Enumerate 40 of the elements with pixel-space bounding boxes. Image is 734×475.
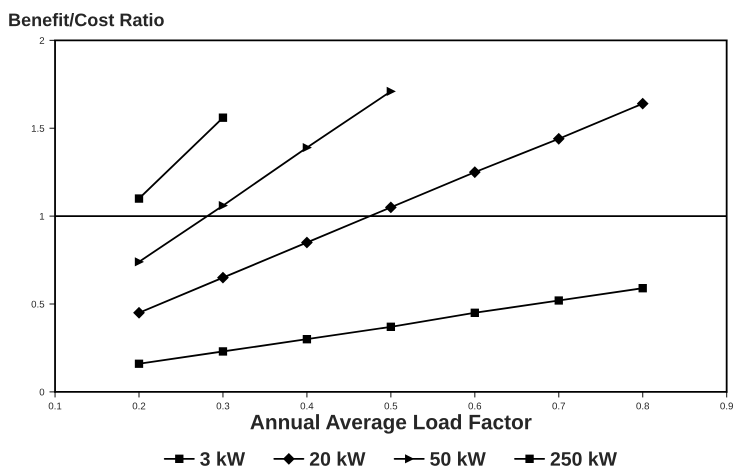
x-tick-label: 0.7 bbox=[552, 402, 566, 410]
x-tick-label: 0.8 bbox=[636, 402, 650, 410]
point bbox=[134, 194, 144, 203]
x-tick-label: 0.1 bbox=[48, 402, 62, 410]
point bbox=[637, 98, 648, 110]
x-tick-label: 0.9 bbox=[720, 402, 733, 410]
x-tick-label: 0.4 bbox=[300, 402, 314, 410]
point bbox=[470, 308, 479, 317]
legend-label: 3 kW bbox=[200, 452, 246, 466]
y-tick-label: 0 bbox=[40, 388, 44, 396]
point bbox=[386, 322, 396, 332]
legend-label: 250 kW bbox=[550, 452, 617, 466]
point bbox=[301, 236, 313, 248]
point bbox=[553, 133, 564, 144]
y-tick-label: 0.5 bbox=[32, 300, 44, 308]
point bbox=[218, 347, 228, 356]
point bbox=[302, 143, 312, 152]
x-tick-label: 0.3 bbox=[216, 402, 230, 410]
point bbox=[134, 360, 144, 368]
x-tick-label: 0.6 bbox=[468, 402, 482, 410]
x-tick-label: 0.5 bbox=[384, 402, 398, 410]
point bbox=[302, 334, 312, 344]
point bbox=[133, 307, 145, 318]
y-axis-title: Benefit/Cost Ratio bbox=[9, 13, 164, 26]
y-tick-label: 1.5 bbox=[32, 125, 44, 132]
point bbox=[134, 258, 144, 266]
x-axis-title: Annual Average Load Factor bbox=[250, 414, 532, 434]
y-tick-label: 2 bbox=[40, 37, 44, 44]
y-tick-label: 1 bbox=[40, 212, 44, 220]
point bbox=[469, 166, 480, 178]
point bbox=[554, 296, 563, 305]
point bbox=[218, 114, 228, 122]
point bbox=[638, 284, 647, 292]
point bbox=[218, 201, 228, 210]
point bbox=[386, 87, 396, 96]
legend-label: 20 kW bbox=[310, 452, 366, 466]
point bbox=[217, 272, 229, 284]
legend-label: 50 kW bbox=[430, 452, 486, 466]
x-tick-label: 0.2 bbox=[132, 402, 146, 410]
point bbox=[385, 202, 396, 213]
